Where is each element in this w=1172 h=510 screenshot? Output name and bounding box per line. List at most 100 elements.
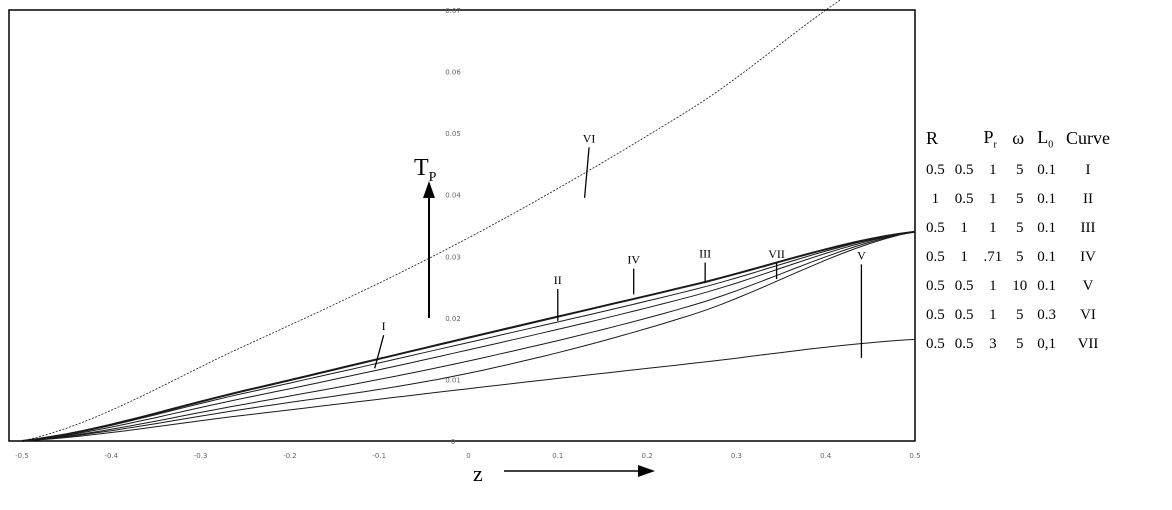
curve-V <box>21 338 916 442</box>
parameter-cell: 0.5 <box>954 336 974 353</box>
parameter-table: R Pr ω L0 Curve 0.5 0.5 1 5 0.1 I 1 0.5 1 5 0.1 II 0.5 1 1… <box>922 127 1116 360</box>
parameter-cell: 1 <box>931 191 940 208</box>
parameter-cell: 5 <box>1016 336 1024 353</box>
parameter-cell: 1 <box>960 220 968 237</box>
curve-label-VI: VI <box>583 131 596 145</box>
plot-frame <box>8 9 916 442</box>
curve-label-III: III <box>699 247 711 261</box>
x-tick-label: -0.2 <box>283 452 297 460</box>
parameter-cell: V <box>1082 278 1094 295</box>
parameter-cell: 0.1 <box>1037 220 1056 237</box>
y-tick-label: 0.05 <box>445 130 461 138</box>
parameter-table-body: 0.5 0.5 1 5 0.1 I 1 0.5 1 5 0.1 II 0.5 1 1 5 0.1 III 0.5 1.… <box>922 157 1116 360</box>
parameter-cell: 0.5 <box>954 191 974 208</box>
parameter-cell: 0.5 <box>926 278 945 295</box>
x-tick-label: 0.3 <box>731 452 742 460</box>
parameter-cell: VI <box>1080 307 1096 324</box>
parameter-header: R <box>926 128 939 149</box>
x-tick-label: 0.1 <box>552 452 563 460</box>
parameter-cell: III <box>1080 220 1096 237</box>
tick-labels: -0.5 -0.4 -0.3 -0.2 -0.1 0 0.1 0.2 0.3 0.4 0.5 0 0.0… <box>15 7 920 460</box>
parameter-cell: 0.5 <box>926 220 945 237</box>
parameter-cell: 0.5 <box>926 162 945 179</box>
curve-IV <box>21 231 916 442</box>
parameter-cell: 0.5 <box>926 249 945 266</box>
parameter-cell: 0.1 <box>1037 249 1056 266</box>
parameter-cell: 0.5 <box>926 307 945 324</box>
parameter-cell: IV <box>1080 249 1096 266</box>
curve-pointer-I <box>374 335 385 369</box>
y-tick-label: 0.01 <box>445 376 461 384</box>
curve-label-IV: IV <box>627 253 640 267</box>
parameter-cell: 0.5 <box>926 336 945 353</box>
curve-label-V: V <box>857 248 866 262</box>
x-tick-label: -0.4 <box>104 452 118 460</box>
parameter-cell: 5 <box>1016 191 1024 208</box>
y-tick-label: 0.06 <box>445 69 461 77</box>
curve-label-II: II <box>554 273 562 287</box>
parameter-row: 0.5 0.5 1 5 0.1 I <box>922 157 1116 186</box>
parameter-header: Curve <box>1066 128 1110 149</box>
parameter-cell: 0.5 <box>954 307 974 324</box>
parameter-row: 0.5 0.5 3 5 0,1 VII <box>922 331 1116 360</box>
parameter-header: ω <box>1012 128 1025 149</box>
parameter-cell: II <box>1083 191 1093 208</box>
y-tick-label: 0.04 <box>445 192 461 200</box>
x-tick-label: -0.3 <box>194 452 208 460</box>
x-tick-label: -0.1 <box>372 452 386 460</box>
parameter-table-header: R Pr ω L0 Curve <box>922 127 1116 157</box>
parameter-cell: 10 <box>1012 278 1028 295</box>
parameter-cell: 5 <box>1016 162 1024 179</box>
curve-I <box>21 230 916 442</box>
parameter-cell: 0.1 <box>1037 162 1056 179</box>
x-tick-label: 0.5 <box>909 452 920 460</box>
parameter-cell: 1 <box>989 278 997 295</box>
x-tick-label: 0.4 <box>820 452 832 460</box>
parameter-cell: 0,1 <box>1037 336 1056 353</box>
x-axis-label: z <box>473 461 483 486</box>
parameter-header: Pr <box>983 127 997 151</box>
parameter-cell: VII <box>1077 336 1099 353</box>
axis-arrows <box>423 181 655 477</box>
parameter-cell: 5 <box>1016 307 1024 324</box>
x-tick-label: 0.2 <box>642 452 653 460</box>
parameter-cell: I <box>1085 162 1091 179</box>
curves <box>21 0 916 442</box>
parameter-cell: 5 <box>1016 220 1024 237</box>
y-tick-label: 0.02 <box>445 315 461 323</box>
parameter-row: 0.5 1 .71 5 0.1 IV <box>922 244 1116 273</box>
parameter-cell: .71 <box>983 249 1003 266</box>
y-tick-label: 0.07 <box>445 7 461 15</box>
parameter-row: 0.5 0.5 1 5 0.3 VI <box>922 302 1116 331</box>
parameter-header: L0 <box>1037 127 1054 151</box>
curve-VII <box>21 231 916 442</box>
parameter-cell: 1 <box>989 162 997 179</box>
plot-area: -0.5 -0.4 -0.3 -0.2 -0.1 0 0.1 0.2 0.3 0.4 0.5 0 0.0… <box>8 0 920 477</box>
parameter-cell: 5 <box>1016 249 1024 266</box>
tp-arrow-head <box>423 181 435 198</box>
z-arrow-head <box>638 465 655 477</box>
y-tick-label: 0.03 <box>445 253 461 261</box>
curve-pointer-VI <box>583 147 590 198</box>
parameter-cell: 0.5 <box>954 162 974 179</box>
parameter-cell: 1 <box>989 220 997 237</box>
x-tick-label: 0 <box>466 452 470 460</box>
parameter-cell: 1 <box>960 249 968 266</box>
curve-label-VII: VII <box>768 247 785 261</box>
curve-VI <box>21 0 841 442</box>
x-tick-label: -0.5 <box>15 452 29 460</box>
parameter-row: 0.5 1 1 5 0.1 III <box>922 215 1116 244</box>
curve-II <box>21 231 916 442</box>
parameter-header <box>951 127 980 157</box>
parameter-cell: 1 <box>989 307 997 324</box>
parameter-cell: 0.5 <box>954 278 974 295</box>
y-tick-label: 0 <box>451 438 455 446</box>
y-axis-label: TP <box>414 155 437 185</box>
parameter-cell: 1 <box>989 191 997 208</box>
parameter-row: 1 0.5 1 5 0.1 II <box>922 186 1116 215</box>
parameter-cell: 0.3 <box>1037 307 1056 324</box>
curve-label-I: I <box>382 319 386 333</box>
parameter-cell: 3 <box>989 336 997 353</box>
parameter-cell: 0.1 <box>1037 191 1056 208</box>
